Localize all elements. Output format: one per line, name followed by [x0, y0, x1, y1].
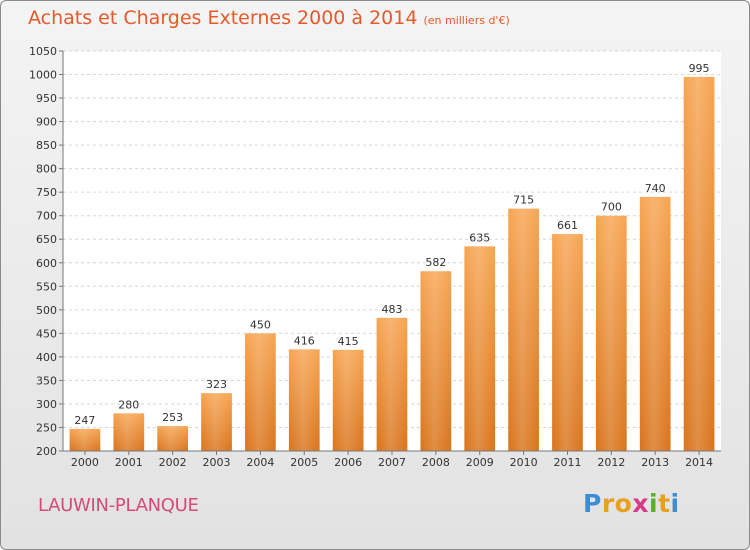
y-tick-label: 800 [36, 163, 57, 176]
bar-value-label: 280 [118, 398, 139, 411]
bar-highlight [683, 76, 715, 451]
bar-value-label: 483 [382, 303, 403, 316]
x-tick-label: 2011 [553, 456, 581, 469]
y-tick-label: 600 [36, 257, 57, 270]
bar-highlight [376, 317, 408, 451]
x-tick-label: 2008 [422, 456, 450, 469]
logo-letter: i [649, 489, 659, 518]
bar-highlight [113, 413, 145, 451]
y-tick-label: 750 [36, 186, 57, 199]
x-tick-label: 2003 [203, 456, 231, 469]
x-tick-label: 2012 [597, 456, 625, 469]
bar-value-label: 635 [469, 231, 490, 244]
town-name: LAUWIN-PLANQUE [38, 495, 199, 516]
y-tick-label: 500 [36, 304, 57, 317]
bar-highlight [639, 196, 671, 451]
logo-letter: t [658, 489, 671, 518]
proxiti-logo: Proxiti [583, 489, 680, 518]
bar-highlight [201, 393, 232, 451]
x-tick-label: 2010 [510, 456, 538, 469]
bar-value-label: 415 [338, 335, 359, 348]
y-tick-label: 550 [36, 280, 57, 293]
bar-value-label: 323 [206, 378, 227, 391]
bar-highlight [288, 349, 320, 451]
logo-letter: o [614, 489, 633, 518]
x-tick-label: 2007 [378, 456, 406, 469]
y-tick-label: 1000 [29, 69, 57, 82]
bar-value-label: 715 [513, 194, 534, 207]
y-tick-label: 850 [36, 139, 57, 152]
x-tick-label: 2005 [290, 456, 318, 469]
bar-highlight [464, 246, 496, 451]
x-tick-label: 2002 [159, 456, 187, 469]
logo-letter: x [632, 489, 649, 518]
bar-value-label: 253 [162, 411, 183, 424]
bar-value-label: 661 [557, 219, 578, 232]
bar-highlight [157, 426, 189, 451]
bar-highlight [420, 271, 452, 451]
bar-highlight [508, 208, 539, 451]
bar-highlight [245, 333, 276, 451]
title-text: Achats et Charges Externes 2000 à 2014 [28, 7, 418, 29]
x-tick-label: 2006 [334, 456, 362, 469]
y-tick-label: 450 [36, 327, 57, 340]
bar-value-label: 995 [689, 62, 710, 75]
x-tick-label: 2013 [641, 456, 669, 469]
chart-title: Achats et Charges Externes 2000 à 2014 (e… [28, 7, 510, 29]
bar-highlight [595, 215, 627, 451]
y-tick-label: 650 [36, 233, 57, 246]
logo-letter: P [583, 489, 602, 518]
y-tick-label: 900 [36, 116, 57, 129]
chart-subtitle: (en milliers d'€) [423, 14, 510, 27]
x-tick-label: 2004 [246, 456, 274, 469]
x-tick-label: 2014 [685, 456, 713, 469]
bar-value-label: 416 [294, 334, 315, 347]
y-tick-label: 200 [36, 445, 57, 458]
bar-value-label: 582 [425, 256, 446, 269]
bar-value-label: 700 [601, 201, 622, 214]
y-tick-label: 1050 [29, 45, 57, 58]
y-tick-label: 700 [36, 210, 57, 223]
x-tick-label: 2000 [71, 456, 99, 469]
bar-value-label: 247 [74, 414, 95, 427]
bar-highlight [552, 234, 583, 451]
y-tick-label: 350 [36, 374, 57, 387]
y-tick-label: 400 [36, 351, 57, 364]
bar-value-label: 740 [645, 182, 666, 195]
bar-highlight [69, 428, 101, 451]
bar-value-label: 450 [250, 318, 271, 331]
logo-letter: i [670, 489, 680, 518]
x-tick-label: 2001 [115, 456, 143, 469]
bar-highlight [332, 349, 364, 451]
x-tick-label: 2009 [466, 456, 494, 469]
logo-letter: r [601, 489, 615, 518]
y-tick-label: 250 [36, 421, 57, 434]
y-tick-label: 950 [36, 92, 57, 105]
y-tick-label: 300 [36, 398, 57, 411]
